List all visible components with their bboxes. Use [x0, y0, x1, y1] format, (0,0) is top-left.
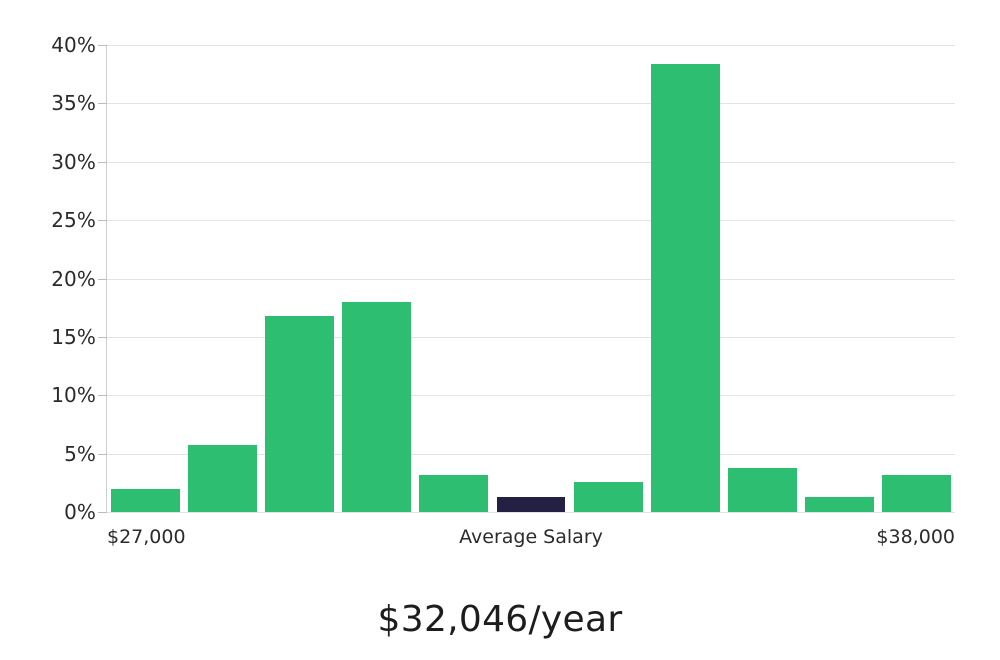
bar[interactable] — [881, 474, 951, 512]
y-axis-tick-35 — [98, 103, 107, 105]
x-axis-label-max: $38,000 — [876, 526, 955, 548]
gridline-5 — [107, 453, 955, 455]
y-axis-label-20: 20% — [51, 266, 96, 291]
bar[interactable] — [573, 481, 643, 512]
bar[interactable] — [111, 488, 181, 512]
gridline-40 — [107, 45, 955, 46]
gridline-30 — [107, 161, 955, 163]
gridline-15 — [107, 336, 955, 338]
bar[interactable] — [342, 301, 412, 512]
gridline-20 — [107, 278, 955, 280]
bars-container — [107, 45, 955, 512]
gridline-25 — [107, 220, 955, 222]
y-axis-label-5: 5% — [64, 441, 96, 466]
y-axis-tick-15 — [98, 336, 107, 338]
average-salary-value: $32,046/year — [377, 599, 623, 640]
bar[interactable] — [727, 467, 797, 512]
y-axis-tick-25 — [98, 220, 107, 222]
y-axis-label-35: 35% — [51, 91, 96, 116]
y-axis-tick-40 — [98, 45, 107, 46]
bar[interactable] — [265, 315, 335, 512]
gridline-0 — [107, 512, 955, 513]
y-axis-label-30: 30% — [51, 149, 96, 174]
bar[interactable] — [188, 445, 258, 512]
bar-highlighted[interactable] — [496, 496, 566, 512]
y-axis-tick-0 — [98, 512, 107, 513]
y-axis-label-25: 25% — [51, 208, 96, 233]
y-axis-label-40: 40% — [51, 33, 96, 57]
plot-gridlines — [107, 45, 955, 513]
y-axis-labels: 0% 5% 10% 15% 20% 25% 30% 35% 40% — [0, 0, 96, 660]
y-axis-label-10: 10% — [51, 383, 96, 408]
gridline-35 — [107, 103, 955, 105]
bar[interactable] — [419, 474, 489, 512]
gridline-10 — [107, 395, 955, 397]
y-axis-tick-30 — [98, 161, 107, 163]
x-axis-labels: $27,000 Average Salary $38,000 — [107, 528, 955, 558]
y-axis-label-0: 0% — [64, 500, 96, 524]
y-axis-tick-20 — [98, 278, 107, 280]
x-axis-label-title: Average Salary — [459, 526, 603, 548]
y-axis-tick-10 — [98, 395, 107, 397]
bar[interactable] — [804, 496, 874, 512]
bar[interactable] — [650, 63, 720, 512]
x-axis-label-min: $27,000 — [107, 526, 186, 548]
y-axis-label-15: 15% — [51, 324, 96, 349]
y-axis-tick-5 — [98, 453, 107, 455]
